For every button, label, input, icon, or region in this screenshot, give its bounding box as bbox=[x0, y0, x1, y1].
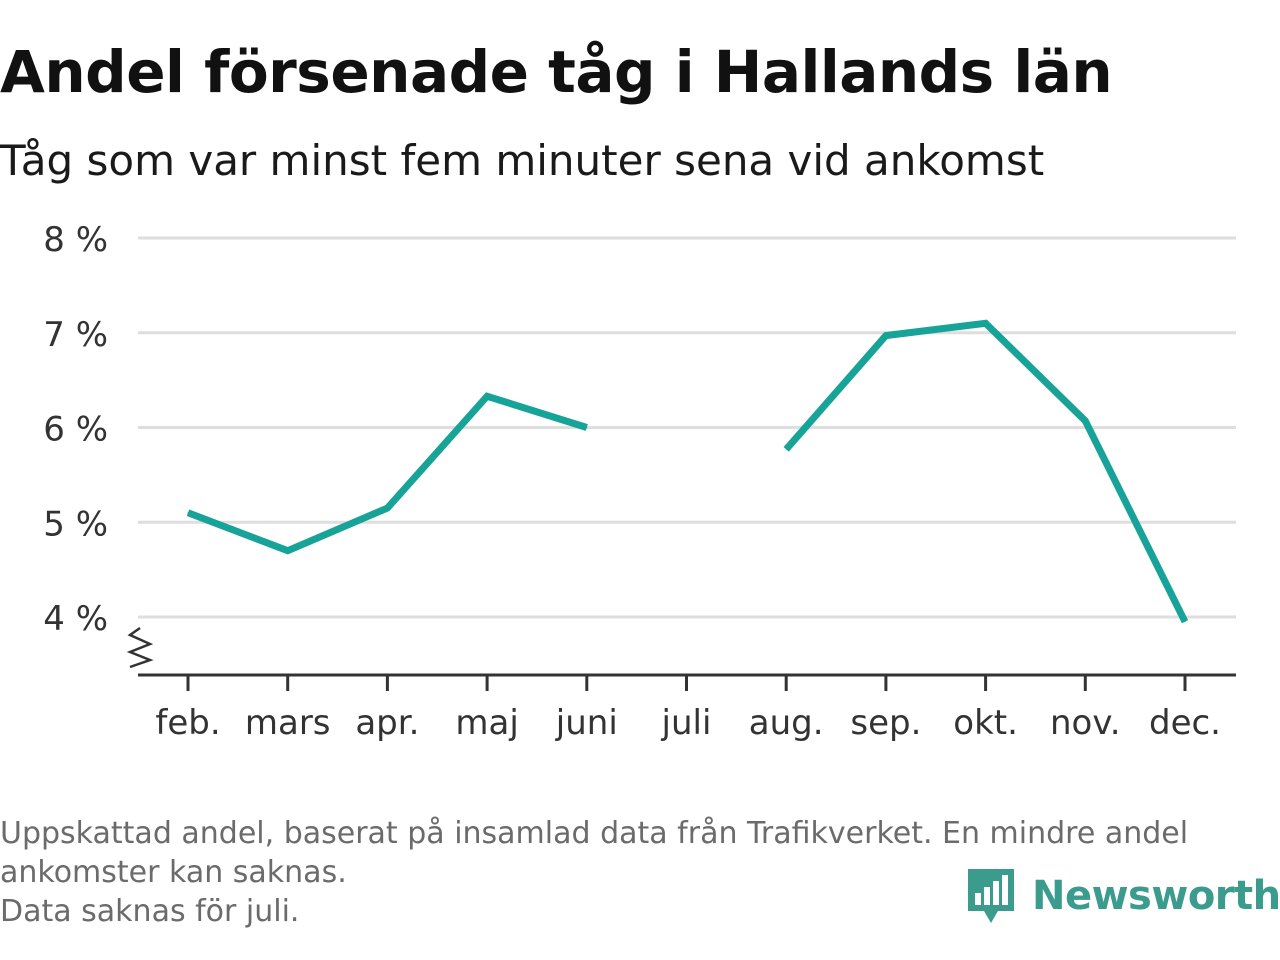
brand-name: Newsworthy bbox=[1032, 873, 1280, 919]
chart-subtitle: Tåg som var minst fem minuter sena vid a… bbox=[0, 136, 1045, 185]
line-chart: 4 % 5 % 6 % 7 % 8 % feb. mars apr. maj juni juli au… bbox=[43, 220, 1236, 743]
data-point bbox=[985, 322, 987, 324]
y-tick-label: 4 % bbox=[43, 599, 108, 639]
y-tick-label: 5 % bbox=[43, 504, 108, 544]
axis-break-icon bbox=[126, 626, 154, 669]
footnote-line: ankomster kan saknas. bbox=[0, 855, 347, 890]
data-point bbox=[785, 448, 787, 450]
footnote: Uppskattad andel, baserat på insamlad da… bbox=[0, 814, 1270, 931]
x-tick-label: feb. bbox=[155, 703, 220, 743]
brand-logo: Newsworthy bbox=[964, 864, 1280, 928]
data-point bbox=[1184, 621, 1186, 623]
data-point bbox=[287, 550, 289, 552]
data-point bbox=[586, 427, 588, 428]
y-tick-label: 6 % bbox=[43, 410, 108, 450]
footnote-line: Uppskattad andel, baserat på insamlad da… bbox=[0, 816, 1189, 851]
x-tick-label: nov. bbox=[1050, 703, 1121, 743]
bar-chart-speech-bubble-icon bbox=[968, 869, 1014, 923]
data-point bbox=[885, 335, 887, 337]
chart-title: Andel försenade tåg i Hallands län bbox=[0, 38, 1113, 106]
series-line bbox=[186, 392, 588, 555]
data-point bbox=[486, 395, 488, 397]
y-tick-label: 7 % bbox=[43, 315, 108, 355]
x-tick-label: mars bbox=[245, 703, 331, 743]
x-tick-label: dec. bbox=[1149, 703, 1221, 743]
data-point bbox=[187, 512, 189, 514]
x-tick-label: okt. bbox=[953, 703, 1018, 743]
footnote-line: Data saknas för juli. bbox=[0, 894, 300, 929]
data-point bbox=[386, 507, 388, 509]
x-tick-label: aug. bbox=[749, 703, 824, 743]
data-point bbox=[1084, 420, 1086, 422]
x-tick-label: apr. bbox=[355, 703, 419, 743]
x-tick-label: sep. bbox=[850, 703, 921, 743]
y-tick-label: 8 % bbox=[43, 220, 108, 260]
x-tick-label: maj bbox=[455, 703, 518, 743]
x-tick-label: juli bbox=[661, 703, 712, 743]
series-line bbox=[783, 319, 1189, 624]
x-tick-label: juni bbox=[555, 703, 618, 743]
